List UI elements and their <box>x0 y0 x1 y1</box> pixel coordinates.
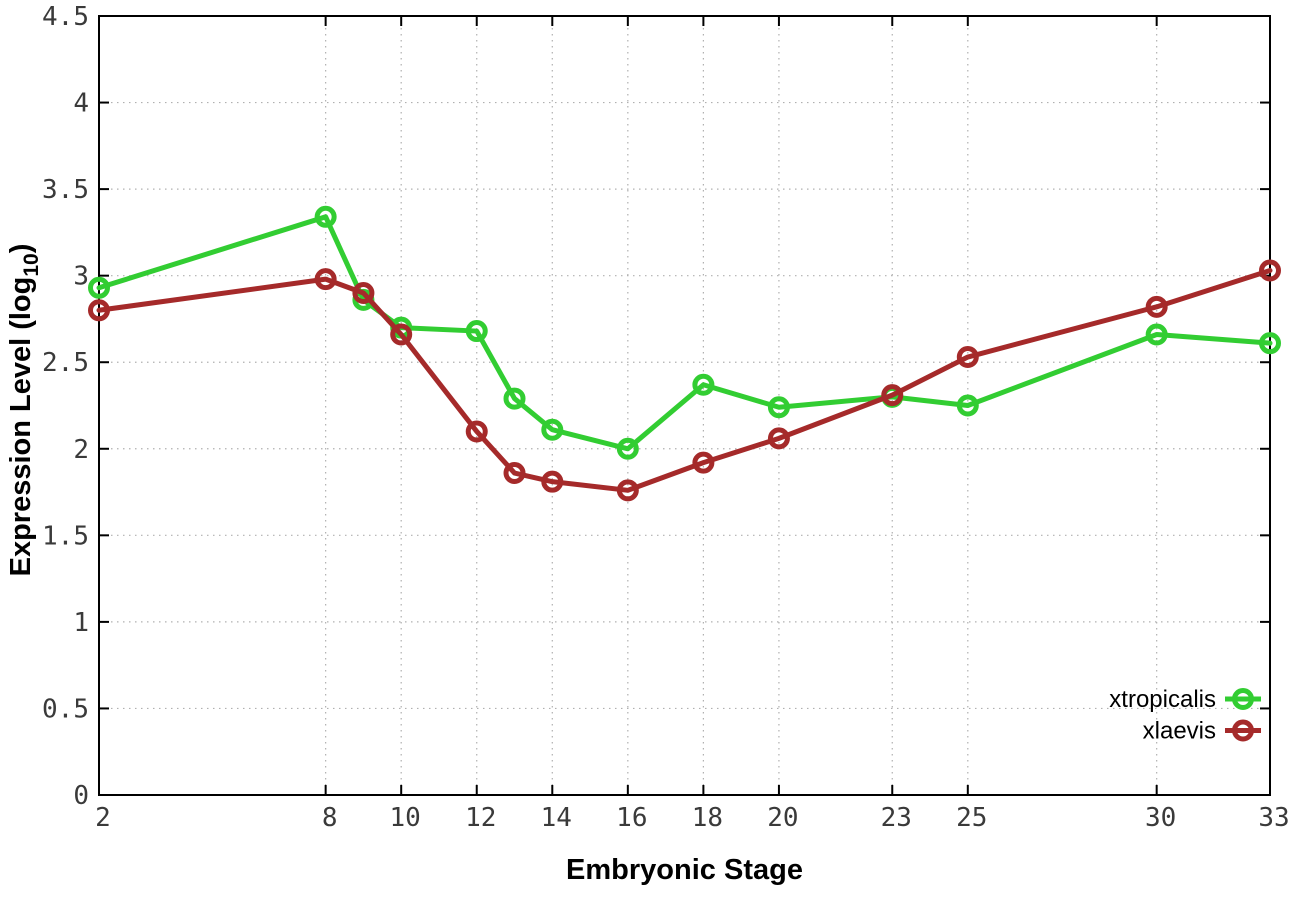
y-axis-title: Expression Level (log10) <box>5 244 43 577</box>
data-point-xlaevis-stage-13 <box>503 462 526 485</box>
x-axis-title: Embryonic Stage <box>566 854 803 886</box>
legend-marker-xlaevis <box>1232 719 1254 742</box>
y-tick-label: 3 <box>73 262 89 292</box>
y-tick-label: 1.5 <box>42 521 89 551</box>
data-point-xtropicalis-stage-25 <box>956 394 979 417</box>
data-point-xtropicalis-stage-13 <box>503 387 526 410</box>
data-point-xlaevis-stage-2 <box>88 299 110 322</box>
legend-marker-xtropicalis <box>1232 688 1254 710</box>
data-point-xtropicalis-stage-33 <box>1259 332 1281 355</box>
y-tick-label: 3.5 <box>42 175 89 205</box>
y-tick-label: 4 <box>73 89 89 119</box>
data-point-xtropicalis-stage-2 <box>88 276 110 299</box>
data-point-xlaevis-stage-20 <box>767 427 790 450</box>
x-tick-label: 2 <box>95 803 111 833</box>
data-point-xlaevis-stage-23 <box>881 384 904 407</box>
x-tick-labels: 2 8 10 12 14 16 18 20 23 25 30 33 <box>95 803 1289 833</box>
x-tick-label: 30 <box>1145 803 1176 833</box>
data-point-xlaevis-stage-12 <box>465 420 488 443</box>
x-tick-label: 18 <box>692 803 723 833</box>
y-tick-label: 2 <box>73 435 89 465</box>
data-point-xlaevis-stage-8 <box>314 268 337 291</box>
data-point-xlaevis-stage-10 <box>390 323 413 346</box>
gridlines <box>99 16 1270 795</box>
data-point-xlaevis-stage-25 <box>956 346 979 369</box>
data-point-xtropicalis-stage-8 <box>314 205 337 228</box>
data-point-xtropicalis-stage-16 <box>616 437 639 460</box>
data-point-xlaevis-stage-16 <box>616 479 639 502</box>
x-tick-label: 20 <box>767 803 798 833</box>
data-point-xtropicalis-stage-20 <box>767 396 790 419</box>
x-tick-label: 12 <box>465 803 496 833</box>
x-tick-label: 16 <box>616 803 647 833</box>
data-point-xlaevis-stage-33 <box>1259 259 1281 282</box>
legend: xtropicalis xlaevis <box>1109 686 1261 745</box>
x-tick-label: 33 <box>1258 803 1289 833</box>
data-point-xlaevis-stage-18 <box>692 451 715 474</box>
data-point-xtropicalis-stage-14 <box>541 418 564 441</box>
data-point-xtropicalis-stage-30 <box>1145 323 1168 346</box>
x-tick-label: 14 <box>541 803 572 833</box>
x-tick-label: 25 <box>956 803 987 833</box>
plot-border <box>98 15 1271 796</box>
data-point-xlaevis-stage-30 <box>1145 295 1168 318</box>
y-tick-label: 2.5 <box>42 348 89 378</box>
series-xlaevis <box>88 259 1281 502</box>
legend-label-xlaevis: xlaevis <box>1143 718 1216 745</box>
y-tick-labels: 0 0.5 1 1.5 2 2.5 3 3.5 4 4.5 <box>42 2 89 811</box>
y-tick-label: 4.5 <box>42 2 89 32</box>
x-tick-label: 8 <box>322 803 338 833</box>
data-point-xlaevis-stage-14 <box>541 470 564 493</box>
x-tick-label: 10 <box>390 803 421 833</box>
data-point-xlaevis-stage-9 <box>352 281 375 304</box>
y-tick-label: 1 <box>73 608 89 638</box>
y-tick-label: 0.5 <box>42 694 89 724</box>
data-point-xtropicalis-stage-12 <box>465 320 488 343</box>
y-tick-label: 0 <box>73 781 89 811</box>
data-point-xtropicalis-stage-18 <box>692 373 715 396</box>
legend-label-xtropicalis: xtropicalis <box>1109 686 1216 713</box>
x-tick-label: 23 <box>881 803 912 833</box>
